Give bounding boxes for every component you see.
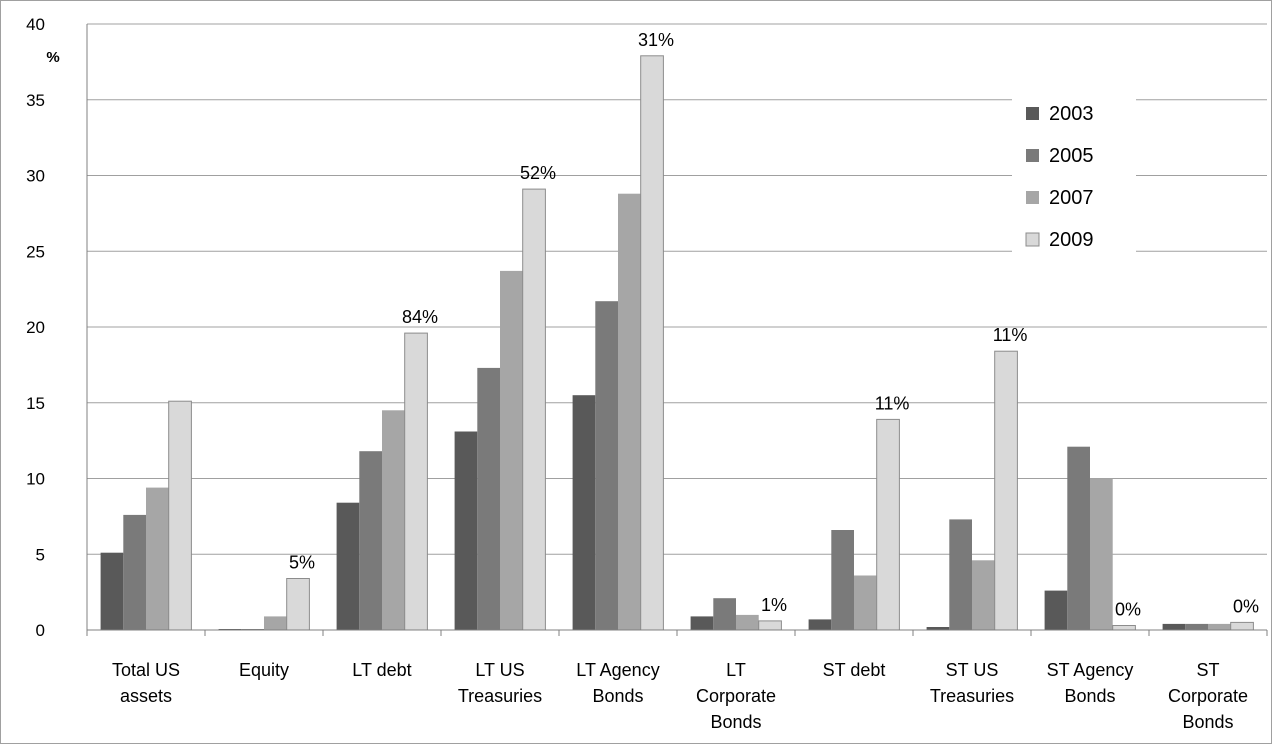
legend-label-2005: 2005 bbox=[1049, 145, 1094, 167]
x-tick-label: LT US Treasuries bbox=[458, 660, 542, 706]
bar-2007-5 bbox=[736, 614, 759, 630]
legend-swatch-2003 bbox=[1026, 107, 1039, 120]
bar-2007-1 bbox=[264, 616, 287, 630]
x-tick-label: Total US assets bbox=[112, 660, 180, 706]
bar-2005-5 bbox=[713, 598, 736, 630]
labels: 0 5 10 15 20 25 30 35 40 Total US assets Equity LT d… bbox=[26, 15, 1259, 732]
legend-swatch-2005 bbox=[1026, 149, 1039, 162]
x-tick-label: LT Agency Bonds bbox=[576, 660, 659, 706]
bar-2009-0 bbox=[168, 400, 192, 631]
bar-2003-5 bbox=[690, 616, 714, 630]
legend-label-2007: 2007 bbox=[1049, 187, 1094, 209]
bar-2005-2 bbox=[359, 451, 382, 630]
legend-swatch-2009 bbox=[1025, 232, 1040, 247]
y-tick-label: 10 bbox=[26, 470, 45, 489]
bar-2005-8 bbox=[1067, 446, 1090, 630]
y-tick-label: 30 bbox=[26, 167, 45, 186]
bar-2009-4 bbox=[640, 55, 664, 631]
bar-2007-3 bbox=[500, 270, 523, 630]
bar-2005-0 bbox=[123, 514, 146, 630]
y-tick-label: 0 bbox=[36, 621, 45, 640]
x-tick-label: Equity bbox=[239, 660, 289, 680]
bar-2003-0 bbox=[100, 552, 124, 630]
y-axis-unit: % bbox=[46, 49, 59, 66]
y-tick-label: 15 bbox=[26, 394, 45, 413]
y-tick-label: 5 bbox=[36, 545, 45, 564]
y-tick-label: 25 bbox=[26, 242, 45, 261]
bar-2003-6 bbox=[808, 619, 832, 630]
bar-2009-1 bbox=[286, 578, 310, 631]
bar-2007-8 bbox=[1090, 478, 1113, 630]
data-annotation: 11% bbox=[993, 325, 1028, 345]
axes bbox=[86, 24, 1268, 636]
x-tick-label: ST Corporate Bonds bbox=[1168, 660, 1248, 732]
data-annotation: 0% bbox=[1115, 599, 1141, 619]
bar-2007-6 bbox=[854, 575, 877, 630]
bar-2005-4 bbox=[595, 301, 618, 630]
data-annotation: 1% bbox=[761, 595, 787, 615]
bars bbox=[100, 55, 1254, 631]
x-tick-label: ST Agency Bonds bbox=[1047, 660, 1134, 706]
bar-2007-7 bbox=[972, 560, 995, 630]
data-annotation: 52% bbox=[520, 163, 556, 183]
bar-2009-8 bbox=[1112, 625, 1136, 631]
data-annotation: 11% bbox=[875, 393, 910, 413]
bar-2009-7 bbox=[994, 350, 1018, 631]
x-tick-label: ST US Treasuries bbox=[930, 660, 1014, 706]
bar-2003-2 bbox=[336, 502, 360, 630]
y-tick-label: 20 bbox=[26, 318, 45, 337]
bar-2009-5 bbox=[758, 620, 782, 631]
bar-2009-9 bbox=[1230, 621, 1254, 631]
y-tick-label: 40 bbox=[26, 15, 45, 34]
x-tick-label: ST debt bbox=[823, 660, 886, 680]
y-tick-label: 35 bbox=[26, 91, 45, 110]
legend: 2003 2005 2007 2009 bbox=[1012, 92, 1136, 272]
x-tick-label: LT Corporate Bonds bbox=[696, 660, 776, 732]
bar-2005-7 bbox=[949, 519, 972, 630]
legend-label-2009: 2009 bbox=[1049, 229, 1094, 251]
bar-2007-0 bbox=[146, 487, 169, 630]
legend-swatch-2007 bbox=[1026, 191, 1039, 204]
data-annotation: 84% bbox=[402, 307, 438, 327]
bar-2005-6 bbox=[831, 530, 854, 630]
x-tick-label: LT debt bbox=[352, 660, 411, 680]
data-annotation: 0% bbox=[1233, 596, 1259, 616]
bar-2003-4 bbox=[572, 395, 596, 630]
bar-2009-2 bbox=[404, 332, 428, 631]
bar-2003-9 bbox=[1162, 623, 1186, 630]
bar-2003-7 bbox=[926, 627, 950, 630]
bar-2003-8 bbox=[1044, 590, 1068, 630]
bar-2007-2 bbox=[382, 410, 405, 630]
bar-2003-3 bbox=[454, 431, 478, 630]
bar-2009-3 bbox=[522, 188, 546, 631]
bar-2009-6 bbox=[876, 418, 900, 631]
bar-2007-9 bbox=[1208, 623, 1231, 630]
data-annotation: 5% bbox=[289, 552, 315, 572]
bar-2005-9 bbox=[1185, 623, 1208, 630]
data-annotation: 31% bbox=[638, 30, 674, 50]
legend-label-2003: 2003 bbox=[1049, 103, 1094, 125]
bar-2007-4 bbox=[618, 193, 641, 630]
bar-2005-3 bbox=[477, 367, 500, 630]
